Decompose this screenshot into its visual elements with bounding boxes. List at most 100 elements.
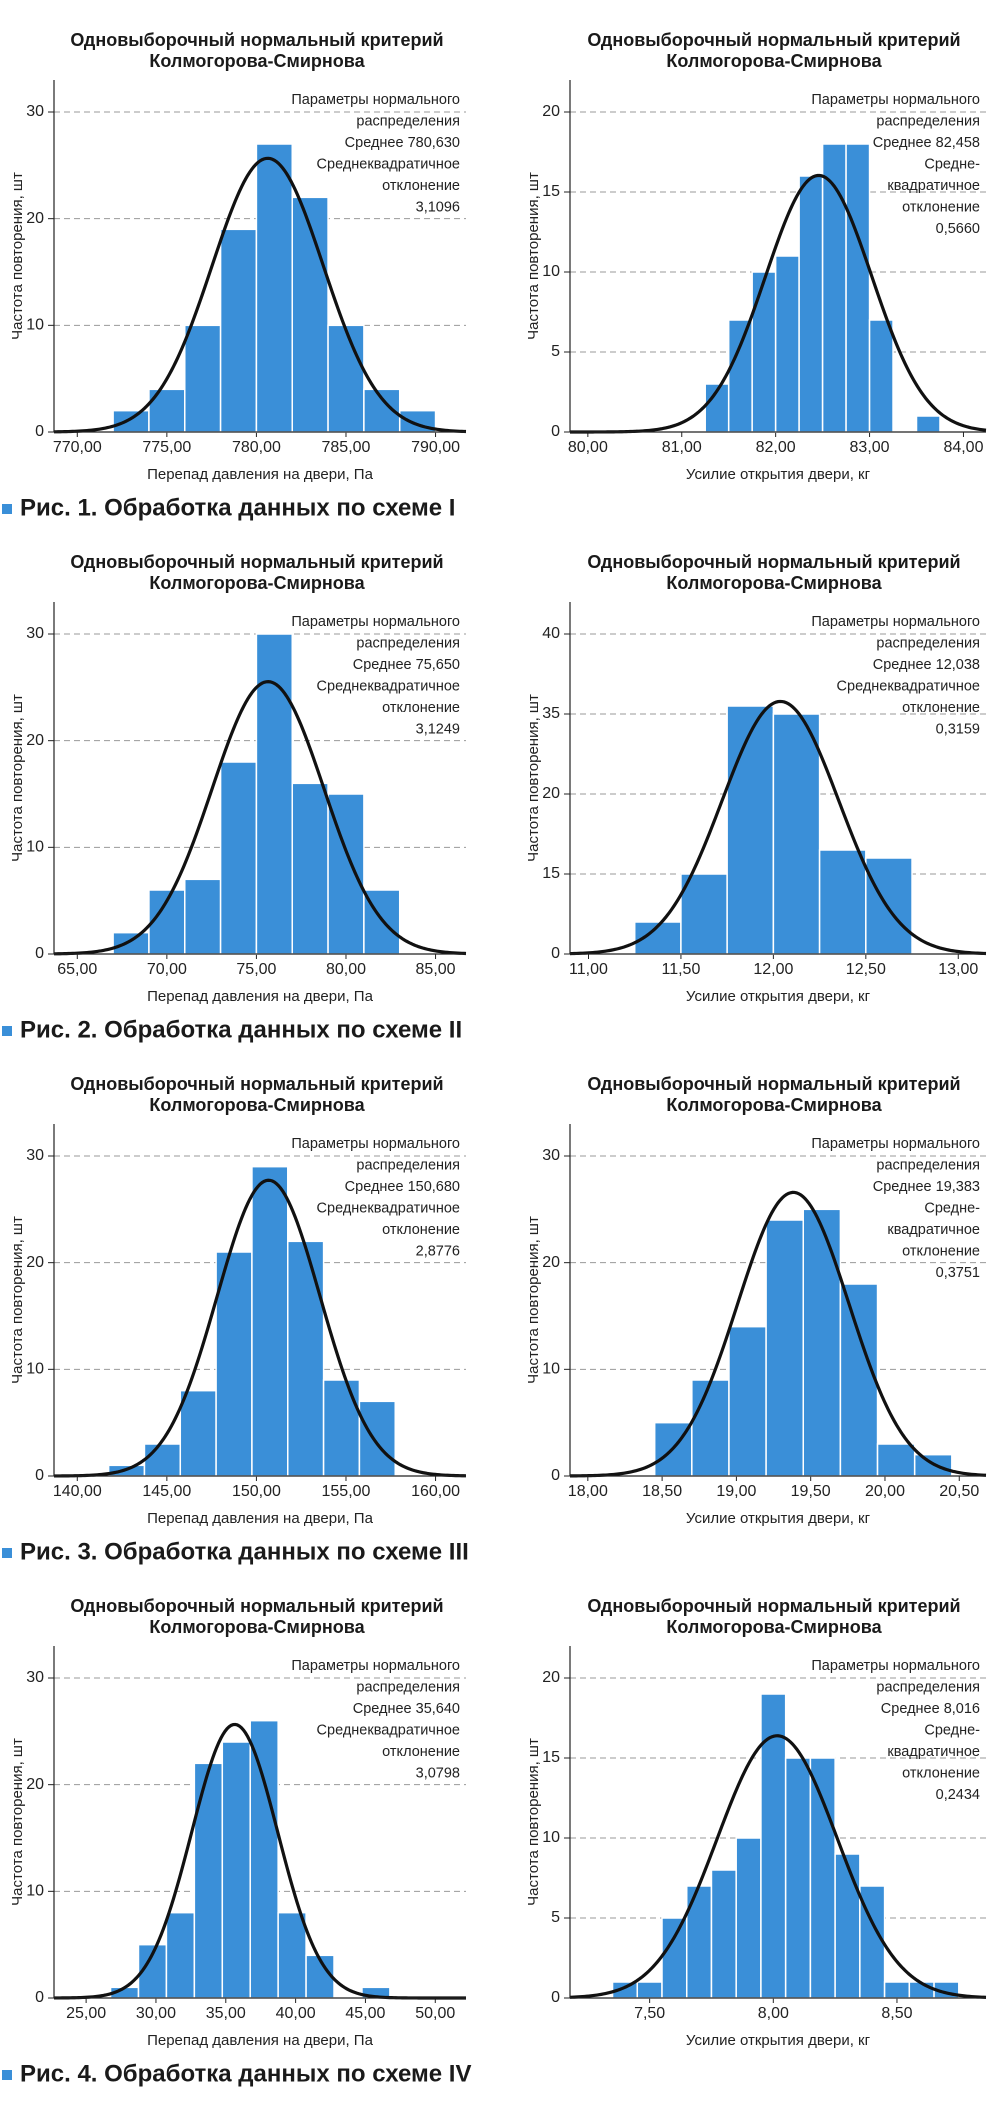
annotation: отклонение bbox=[382, 178, 460, 194]
annotation: Среднее 35,640 bbox=[353, 1701, 460, 1717]
x-tick-label: 19,00 bbox=[716, 1483, 756, 1500]
y-tick-label: 10 bbox=[26, 839, 44, 856]
annotation: отклонение bbox=[902, 1243, 980, 1259]
bar bbox=[165, 1911, 196, 1999]
bar bbox=[728, 1325, 767, 1477]
chart-title: Колмогорова-Смирнова bbox=[149, 51, 365, 71]
y-tick-label: 20 bbox=[542, 1669, 560, 1686]
chart-title: Колмогорова-Смирнова bbox=[666, 1095, 882, 1115]
bar bbox=[751, 271, 777, 433]
y-tick-label: 30 bbox=[26, 103, 44, 120]
y-tick-label: 30 bbox=[26, 625, 44, 642]
y-tick-label: 0 bbox=[35, 945, 44, 962]
chart-title: Колмогорова-Смирнова bbox=[666, 573, 882, 593]
annotation: квадратичное bbox=[887, 1222, 980, 1238]
x-tick-label: 145,00 bbox=[142, 1483, 191, 1500]
chart-title: Колмогорова-Смирнова bbox=[666, 1617, 882, 1637]
annotation: 0,3159 bbox=[936, 721, 980, 737]
bar bbox=[255, 143, 293, 433]
annotation: квадратичное bbox=[887, 178, 980, 194]
x-tick-label: 770,00 bbox=[53, 439, 102, 456]
y-tick-label: 15 bbox=[542, 183, 560, 200]
bar bbox=[219, 228, 258, 433]
annotation: 0,2434 bbox=[936, 1787, 980, 1803]
x-tick-label: 70,00 bbox=[147, 961, 187, 978]
annotation: Среднее 82,458 bbox=[873, 135, 980, 151]
annotation: отклонение bbox=[902, 1765, 980, 1781]
y-axis-label: Частота повторения, шт bbox=[9, 694, 26, 862]
annotation: Среднее 19,383 bbox=[873, 1179, 980, 1195]
annotation: отклонение bbox=[382, 1744, 460, 1760]
annotation: распределения bbox=[876, 635, 980, 651]
x-tick-label: 790,00 bbox=[411, 439, 460, 456]
x-axis-label: Перепад давления на двери, Па bbox=[147, 1510, 373, 1527]
annotation: Среднеквадратичное bbox=[317, 1722, 460, 1738]
y-axis-label: Частота повторения, шт bbox=[525, 1738, 542, 1906]
bar bbox=[327, 324, 365, 433]
x-tick-label: 11,00 bbox=[569, 961, 608, 978]
annotation: Средне- bbox=[924, 156, 980, 172]
x-tick-label: 82,00 bbox=[756, 439, 796, 456]
x-tick-label: 13,00 bbox=[938, 961, 978, 978]
bar bbox=[809, 1757, 836, 1999]
normal-curve bbox=[53, 1178, 467, 1478]
bar bbox=[883, 1981, 911, 1999]
bar bbox=[358, 1400, 396, 1477]
y-tick-label: 20 bbox=[26, 1254, 44, 1271]
annotation: Параметры нормального bbox=[811, 1136, 980, 1152]
y-tick-label: 0 bbox=[551, 945, 560, 962]
caption-bullet bbox=[2, 2070, 12, 2080]
y-tick-label: 0 bbox=[35, 1467, 44, 1484]
y-tick-label: 0 bbox=[35, 1989, 44, 2006]
annotation: 0,3751 bbox=[936, 1265, 980, 1281]
normal-curve bbox=[569, 699, 987, 956]
y-tick-label: 20 bbox=[542, 785, 560, 802]
annotation: Среднеквадратичное bbox=[317, 678, 460, 694]
y-tick-label: 20 bbox=[26, 210, 44, 227]
bar bbox=[691, 1379, 730, 1477]
annotation: 3,1096 bbox=[416, 199, 460, 215]
bar bbox=[112, 409, 150, 433]
x-tick-label: 80,00 bbox=[568, 439, 608, 456]
x-tick-label: 75,00 bbox=[236, 961, 276, 978]
x-axis-label: Усилие открытия двери, кг bbox=[686, 988, 871, 1005]
chart-title: Колмогорова-Смирнова bbox=[149, 1095, 365, 1115]
bar bbox=[818, 849, 867, 955]
x-tick-label: 140,00 bbox=[53, 1483, 102, 1500]
annotation: Среднеквадратичное bbox=[837, 678, 980, 694]
y-tick-label: 10 bbox=[26, 1361, 44, 1378]
x-tick-label: 7,50 bbox=[634, 2005, 665, 2022]
figure-caption: Рис. 3. Обработка данных по схеме III bbox=[20, 1538, 469, 1565]
bar bbox=[636, 1981, 663, 1999]
chart-title: Одновыборочный нормальный критерий bbox=[587, 1074, 960, 1094]
y-tick-label: 0 bbox=[551, 1989, 560, 2006]
bar bbox=[184, 324, 222, 433]
bar bbox=[876, 1443, 916, 1477]
figure-caption: Рис. 2. Обработка данных по схеме II bbox=[20, 1016, 462, 1043]
y-tick-label: 0 bbox=[551, 1467, 560, 1484]
x-tick-label: 81,00 bbox=[662, 439, 702, 456]
x-tick-label: 12,50 bbox=[846, 961, 886, 978]
y-tick-label: 20 bbox=[26, 1776, 44, 1793]
normal-curve bbox=[569, 173, 987, 434]
x-tick-label: 780,00 bbox=[232, 439, 281, 456]
bar bbox=[277, 1911, 307, 1999]
x-tick-label: 12,00 bbox=[753, 961, 793, 978]
bar bbox=[179, 1389, 217, 1477]
x-tick-label: 40,00 bbox=[276, 2005, 316, 2022]
y-axis-label: Частота повторения, шт bbox=[525, 1216, 542, 1384]
x-tick-label: 20,50 bbox=[939, 1483, 979, 1500]
x-tick-label: 785,00 bbox=[322, 439, 371, 456]
x-tick-label: 25,00 bbox=[66, 2005, 106, 2022]
y-tick-label: 30 bbox=[26, 1147, 44, 1164]
bar bbox=[802, 1208, 842, 1477]
annotation: 3,0798 bbox=[416, 1765, 460, 1781]
annotation: распределения bbox=[356, 635, 460, 651]
annotation: отклонение bbox=[902, 199, 980, 215]
figure-caption: Рис. 1. Обработка данных по схеме I bbox=[20, 494, 455, 521]
chart-title: Одновыборочный нормальный критерий bbox=[70, 30, 443, 50]
bar bbox=[868, 319, 894, 433]
x-tick-label: 20,00 bbox=[865, 1483, 905, 1500]
y-tick-label: 10 bbox=[542, 1829, 560, 1846]
